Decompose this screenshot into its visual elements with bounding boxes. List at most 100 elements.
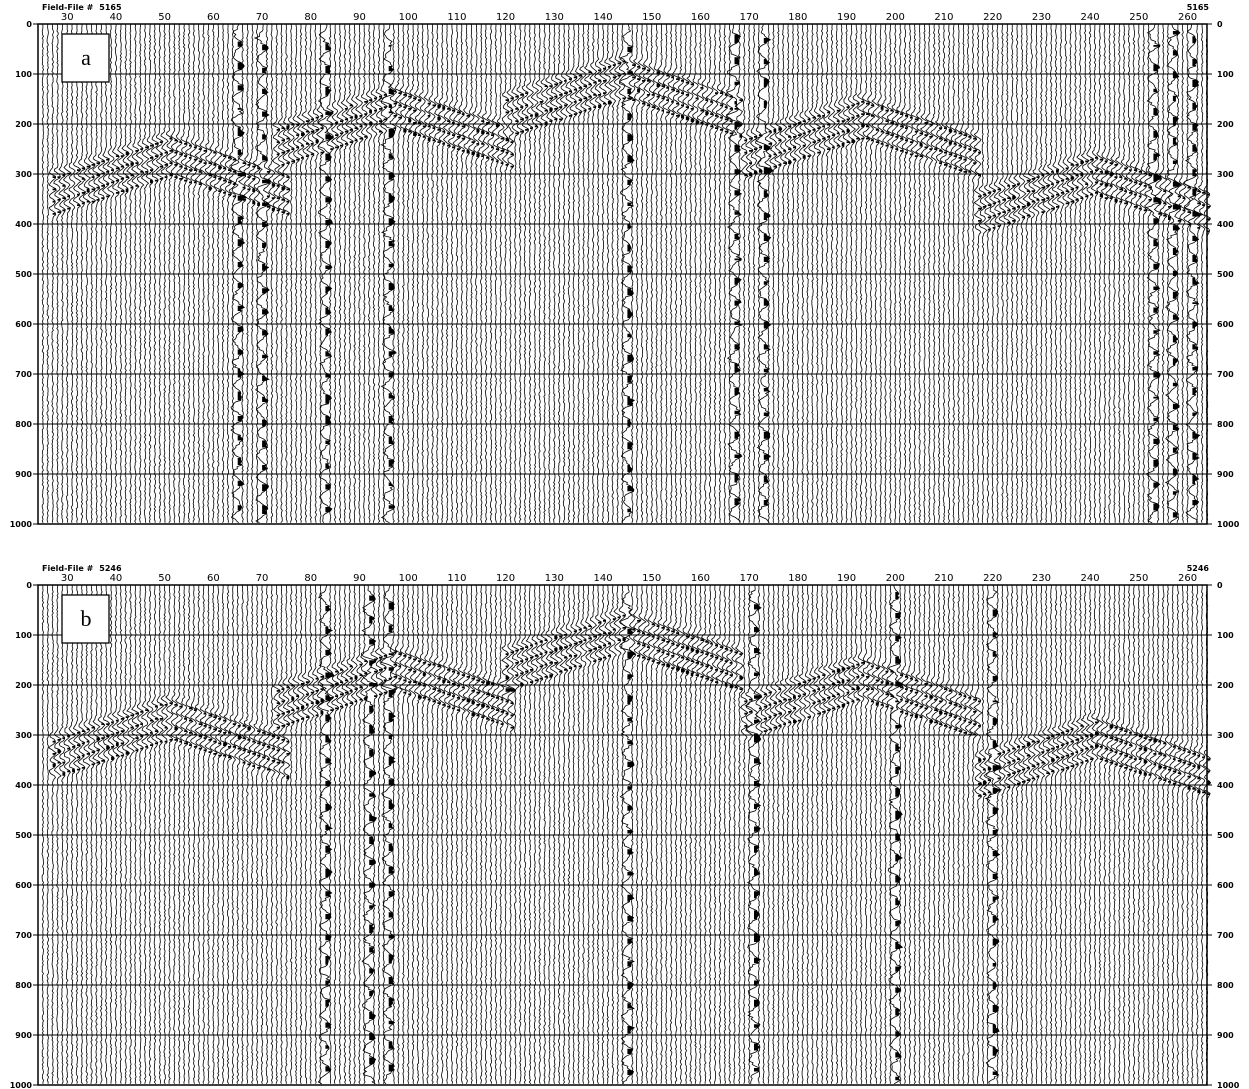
trace-53: [175, 23, 184, 523]
trace-198: [881, 23, 890, 523]
trace-fill-220: [992, 592, 1002, 1079]
time-tick-label-right: 200: [1217, 681, 1234, 690]
time-tick-label-right: 300: [1217, 731, 1234, 740]
trace-214: [959, 584, 968, 1085]
trace-63: [224, 23, 233, 523]
time-tick-label-right: 0: [1217, 20, 1223, 29]
channel-tick-label: 50: [158, 12, 171, 23]
trace-147: [633, 23, 642, 523]
trace-210: [939, 584, 948, 1084]
time-tick-label-right: 500: [1217, 831, 1234, 840]
trace-160: [696, 23, 705, 524]
trace-195: [866, 584, 876, 1084]
panel-label: b: [81, 606, 92, 631]
channel-tick-label: 30: [61, 573, 74, 584]
trace-191: [847, 23, 856, 523]
trace-208: [930, 23, 939, 523]
trace-102: [413, 23, 423, 524]
trace-40: [111, 585, 121, 1084]
trace-171: [749, 23, 758, 523]
trace-237: [1071, 585, 1080, 1084]
trace-248: [1125, 23, 1133, 523]
trace-183: [809, 584, 817, 1084]
trace-fill-121: [510, 97, 514, 168]
trace-82: [316, 23, 325, 523]
trace-226: [1017, 584, 1026, 1084]
trace-261: [1182, 23, 1204, 524]
trace-160: [696, 585, 705, 1084]
time-tick-label-left: 0: [26, 20, 32, 29]
trace-143: [613, 23, 622, 523]
trace-121: [505, 584, 517, 1084]
trace-190: [842, 23, 851, 523]
trace-97: [389, 24, 398, 524]
trace-256: [1164, 584, 1173, 1084]
trace-257: [1168, 585, 1178, 1084]
channel-tick-label: 250: [1129, 12, 1148, 23]
trace-84: [326, 584, 335, 1084]
trace-90: [355, 23, 364, 523]
trace-134: [569, 23, 578, 523]
trace-213: [954, 23, 963, 523]
trace-104: [423, 584, 432, 1084]
trace-113: [468, 24, 476, 523]
trace-230: [1037, 584, 1046, 1084]
trace-185: [818, 584, 826, 1084]
trace-185: [818, 23, 826, 523]
trace-53: [175, 584, 184, 1084]
trace-85: [331, 584, 340, 1084]
time-tick-label-right: 1000: [1217, 1081, 1240, 1089]
channel-tick-label: 190: [837, 12, 856, 23]
trace-247: [1120, 24, 1129, 523]
channel-tick-label: 140: [593, 573, 612, 584]
trace-130: [549, 23, 559, 523]
channel-tick-label: 160: [691, 12, 710, 23]
trace-162: [705, 23, 715, 523]
trace-54: [180, 23, 188, 523]
trace-25: [41, 23, 45, 523]
trace-fill-168: [739, 99, 743, 138]
trace-203: [905, 24, 914, 523]
trace-228: [1027, 24, 1037, 523]
trace-174: [764, 23, 773, 523]
trace-41: [117, 23, 125, 523]
channel-tick-label: 180: [788, 12, 807, 23]
channel-tick-label: 190: [837, 573, 856, 584]
trace-51: [165, 584, 174, 1084]
trace-86: [336, 24, 344, 523]
trace-173: [760, 584, 769, 1085]
trace-fill-120: [505, 99, 510, 166]
trace-116: [481, 23, 491, 523]
trace-75: [282, 23, 291, 523]
trace-243: [1100, 584, 1109, 1084]
trace-35: [87, 23, 97, 523]
trace-28: [53, 23, 62, 524]
channel-tick-label: 30: [61, 12, 74, 23]
trace-52: [170, 23, 179, 523]
trace-138: [589, 23, 598, 523]
trace-212: [949, 584, 958, 1084]
trace-191: [847, 584, 856, 1084]
trace-141: [603, 23, 613, 523]
trace-245: [1110, 584, 1119, 1084]
trace-39: [106, 23, 115, 523]
channel-tick-label: 100: [399, 573, 418, 584]
trace-136: [579, 584, 588, 1084]
trace-176: [774, 23, 783, 523]
trace-213: [954, 584, 963, 1084]
trace-fill-172: [758, 134, 763, 173]
trace-240: [1085, 584, 1095, 1084]
time-tick-label-right: 700: [1217, 370, 1234, 379]
trace-262: [1192, 584, 1202, 1084]
channel-tick-label: 230: [1032, 12, 1051, 23]
trace-30: [63, 584, 71, 1084]
trace-151: [652, 584, 661, 1084]
channel-tick-label: 150: [642, 12, 661, 23]
trace-fill-84: [330, 672, 334, 711]
channel-tick-label: 130: [545, 573, 564, 584]
trace-88: [345, 23, 354, 523]
trace-199: [886, 23, 895, 523]
trace-31: [67, 584, 77, 1084]
trace-166: [726, 584, 734, 1084]
trace-193: [856, 23, 866, 523]
